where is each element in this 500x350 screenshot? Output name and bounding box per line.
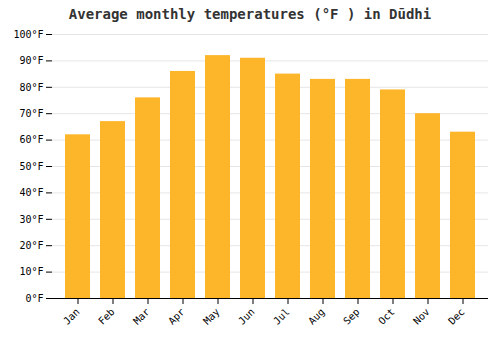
svg-text:90°F: 90°F (19, 55, 43, 66)
svg-text:Aug: Aug (306, 306, 327, 327)
svg-text:Jul: Jul (271, 306, 292, 327)
svg-text:Sep: Sep (341, 306, 362, 327)
svg-text:Dec: Dec (446, 306, 467, 327)
svg-text:Feb: Feb (96, 306, 117, 327)
svg-text:40°F: 40°F (19, 187, 43, 198)
svg-text:Mar: Mar (131, 306, 152, 327)
html-text:Average monthly temperatures (: Average monthly temperatures (°F ) in Dū… (68, 6, 432, 22)
svg-text:80°F: 80°F (19, 82, 43, 93)
svg-text:10°F: 10°F (19, 266, 43, 277)
svg-text:Oct: Oct (376, 306, 397, 327)
svg-text:60°F: 60°F (19, 134, 43, 145)
svg-text:0°F: 0°F (25, 293, 43, 304)
svg-text:20°F: 20°F (19, 240, 43, 251)
svg-text:30°F: 30°F (19, 214, 43, 225)
svg-text:50°F: 50°F (19, 161, 43, 172)
svg-text:Nov: Nov (411, 306, 432, 327)
svg-text:May: May (201, 306, 222, 327)
svg-text:70°F: 70°F (19, 108, 43, 119)
svg-text:Jun: Jun (236, 306, 257, 327)
svg-text:Jan: Jan (61, 306, 82, 327)
svg-text:Apr: Apr (166, 306, 187, 327)
svg-text:100°F: 100°F (13, 29, 43, 40)
